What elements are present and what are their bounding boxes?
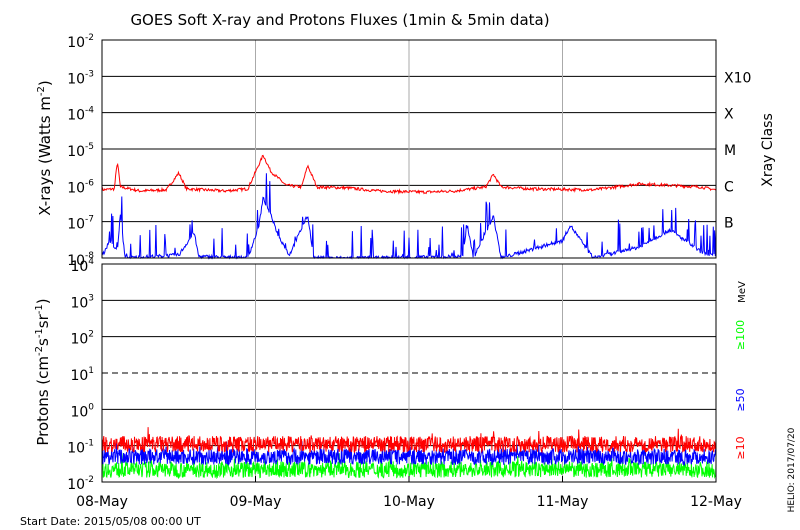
- start-date: Start Date: 2015/05/08 00:00 UT: [20, 515, 201, 528]
- proton-y-label-mid: s: [34, 338, 52, 346]
- proton-series-line: [101, 427, 717, 454]
- proton-y-label-mid2: sr: [34, 313, 52, 328]
- proton-legend-label: ≥100: [734, 320, 747, 350]
- proton-y-label-sup3: -1: [34, 304, 45, 314]
- proton-panel: 10-2 10-1 100 101 102 103 104 ≥10 ≥50 ≥100: [67, 257, 747, 493]
- proton-y-label-close: ): [34, 298, 52, 304]
- proton-legend-label: ≥50: [734, 388, 747, 411]
- xray-y-tick-label: 10-8: [67, 251, 94, 269]
- xray-class-label: X10: [724, 70, 751, 86]
- xray-class-title: Xray Class: [760, 113, 776, 187]
- xray-y-label-close: ): [36, 80, 54, 86]
- proton-y-tick-label: 101: [70, 366, 94, 384]
- proton-y-label-sup1: -2: [34, 346, 45, 356]
- credit-label: HELIO: 2017/07/20: [787, 427, 797, 512]
- chart-title: GOES Soft X-ray and Protons Fluxes (1min…: [130, 11, 549, 29]
- proton-series-line: [101, 440, 717, 467]
- xray-y-tick-label: 10-6: [67, 178, 94, 196]
- xray-y-tick-label: 10-7: [67, 215, 94, 233]
- proton-y-axis-label: Protons (cm-2s-1sr-1): [34, 298, 52, 445]
- x-axis: 08-May 09-May 10-May 11-May 12-May: [76, 476, 742, 510]
- xray-class-label: M: [724, 143, 736, 159]
- xray-class-label: B: [724, 216, 734, 232]
- x-tick-label: 08-May: [76, 494, 128, 510]
- proton-legend-label: ≥10: [734, 436, 747, 459]
- xray-panel: 10-8 10-7 10-6 10-5 10-4 10-3 10-2 B C M X X10: [67, 33, 751, 269]
- xray-y-axis-label: X-rays (Watts m-2): [36, 80, 54, 215]
- xray-class-label: X: [724, 107, 734, 123]
- proton-y-tick-label: 104: [70, 257, 94, 275]
- x-tick-label: 09-May: [230, 494, 282, 510]
- xray-y-tick-label: 10-5: [67, 142, 94, 160]
- xray-y-label-text: X-rays (Watts m: [36, 96, 54, 216]
- x-tick-label: 12-May: [690, 494, 742, 510]
- xray-y-tick-label: 10-3: [67, 69, 94, 87]
- xray-series-line: [101, 173, 717, 260]
- xray-plot-frame: [101, 39, 717, 259]
- proton-y-tick-label: 102: [70, 330, 94, 348]
- proton-y-tick-label: 100: [70, 402, 94, 420]
- xray-class-label: C: [724, 179, 734, 195]
- x-tick-label: 11-May: [537, 494, 589, 510]
- proton-unit-label: MeV: [737, 281, 748, 303]
- x-tick-label: 10-May: [383, 494, 435, 510]
- xray-y-tick-label: 10-2: [67, 33, 94, 51]
- xray-series-line: [101, 154, 717, 195]
- proton-y-tick-label: 103: [70, 293, 94, 311]
- proton-y-label-sup2: -1: [34, 328, 45, 338]
- proton-y-tick-label: 10-2: [67, 475, 94, 493]
- xray-y-label-sup: -2: [36, 86, 47, 96]
- proton-y-label-text: Protons (cm: [34, 356, 52, 446]
- proton-y-tick-label: 10-1: [67, 439, 94, 457]
- xray-y-tick-label: 10-4: [67, 106, 94, 124]
